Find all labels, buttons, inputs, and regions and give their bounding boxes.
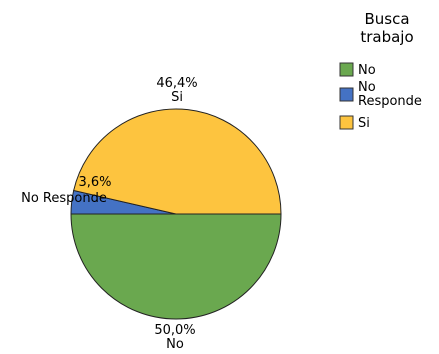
slice-label-si-percent: 46,4% [156,76,197,91]
legend-label-no: No [358,63,376,78]
slice-label-si-category: Si [171,90,183,105]
legend-label-si: Si [358,116,370,131]
legend-label-noresponde-line-2: Responde [358,94,422,109]
legend-swatch-no [339,62,354,77]
pie-slice-no [70,213,282,320]
slice-label-noresponde-category: No Responde [21,191,107,206]
slice-label-noresponde-percent: 3,6% [78,175,111,190]
legend-label-noresponde-line-1: No [358,80,376,95]
legend: Busca trabajo No No Responde Si [339,10,422,131]
slice-label-no-percent: 50,0% [154,323,195,338]
slice-label-no-category: No [166,337,184,352]
legend-title-line-1: Busca [364,10,409,28]
legend-title-line-2: trabajo [360,28,413,46]
pie-slice-si [73,108,282,215]
legend-swatch-si [339,115,354,130]
pie-slices [70,108,282,320]
legend-swatch-noresponde [339,87,354,102]
